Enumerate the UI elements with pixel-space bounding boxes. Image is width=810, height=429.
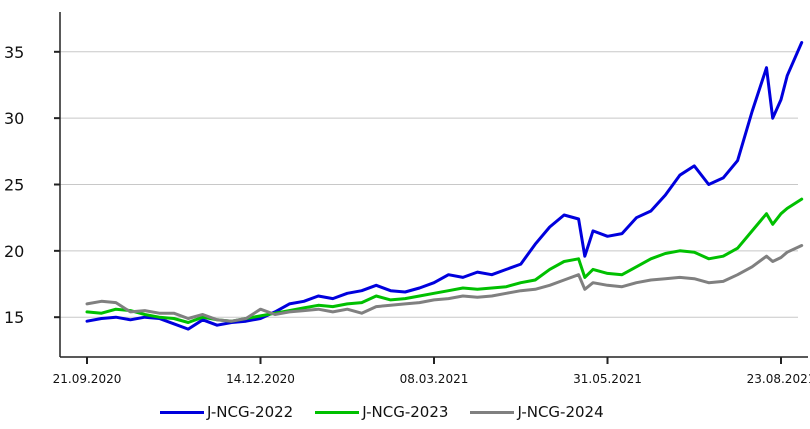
x-tick-label-0: 21.09.2020: [53, 372, 122, 386]
y-tick-label-20: 20: [4, 242, 24, 261]
legend-item-j-ncg-2023: J-NCG-2023: [315, 403, 448, 421]
legend-item-j-ncg-2024: J-NCG-2024: [470, 403, 604, 421]
x-ticks: 21.09.2020 14.12.2020 08.03.2021 31.05.2021…: [53, 357, 810, 386]
x-tick-label-4: 23.08.2021: [747, 372, 810, 386]
legend-swatch-j-ncg-2023: [315, 410, 360, 414]
y-tick-label-25: 25: [4, 176, 24, 195]
legend-swatch-j-ncg-2022: [160, 410, 204, 414]
x-tick-label-3: 31.05.2021: [573, 372, 642, 386]
y-tick-label-15: 15: [4, 308, 24, 327]
legend-label-j-ncg-2024: J-NCG-2024: [517, 403, 604, 421]
legend-swatch-j-ncg-2024: [470, 410, 515, 414]
y-tick-label-30: 30: [4, 109, 24, 128]
series-line-j-ncg-2022: [85, 41, 804, 331]
legend-label-j-ncg-2022: J-NCG-2022: [207, 403, 294, 421]
legend-label-j-ncg-2023: J-NCG-2023: [362, 403, 449, 421]
series-line-j-ncg-2024: [85, 244, 804, 323]
legend: J-NCG-2022 J-NCG-2023 J-NCG-2024: [160, 403, 604, 421]
legend-item-j-ncg-2022: J-NCG-2022: [160, 403, 293, 421]
x-tick-label-1: 14.12.2020: [226, 372, 295, 386]
y-tick-label-35: 35: [4, 43, 24, 62]
x-tick-label-2: 08.03.2021: [400, 372, 469, 386]
series-lines: [85, 41, 804, 331]
series-line-j-ncg-2023: [85, 197, 804, 324]
y-ticks: 15 20 25 30 35: [4, 43, 60, 327]
